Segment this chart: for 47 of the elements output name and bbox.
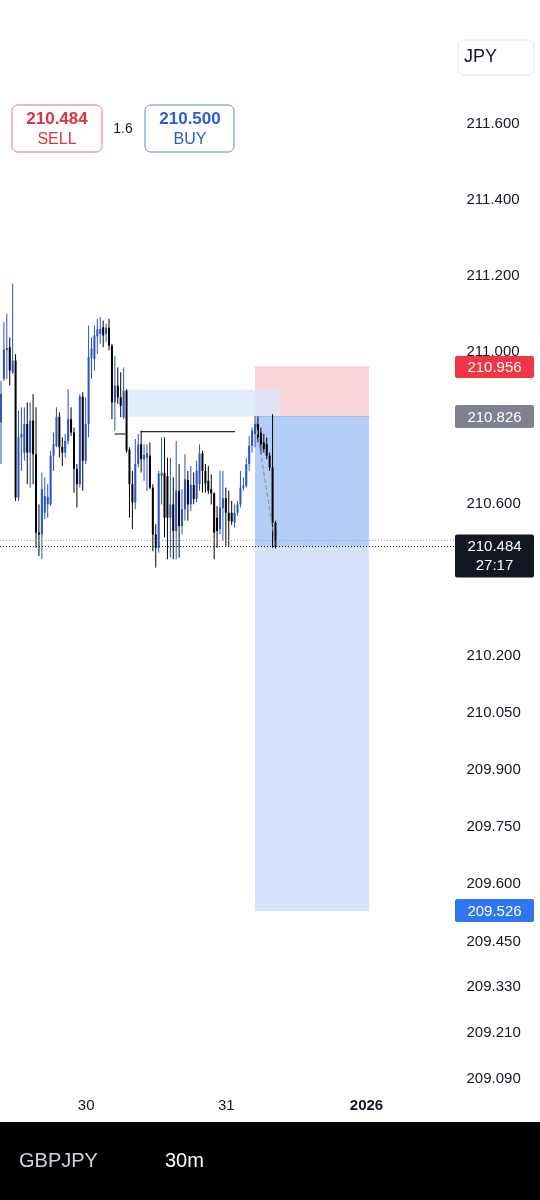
ref-line-label: 210.484 27:17 — [467, 536, 522, 573]
annotation: SELL — [37, 130, 77, 147]
annotation: 1.6 — [113, 120, 133, 136]
candlestick — [0, 380, 2, 465]
text: 30m — [165, 1149, 204, 1171]
candlestick — [201, 450, 204, 494]
y-tick-label: 211.400 — [466, 189, 520, 207]
y-tick-label: 209.090 — [466, 1068, 521, 1086]
x-tick-label: 30 — [77, 1095, 95, 1113]
annotation: 210.484 — [26, 109, 89, 128]
x-tick-label: 31 — [217, 1095, 235, 1113]
y-tick-label: 209.750 — [466, 817, 521, 835]
y-tick-label: 209.210 — [466, 1022, 521, 1040]
candlestick — [230, 500, 233, 526]
candlestick — [11, 283, 14, 375]
y-tick-label: 209.900 — [466, 760, 521, 778]
candlestick — [119, 371, 122, 418]
candlestick — [221, 470, 224, 542]
y-tick-label: 211.600 — [466, 113, 520, 131]
y-tick-label: 210.050 — [466, 703, 521, 721]
y-tick-label: 209.450 — [466, 931, 521, 949]
annotation: BUY — [173, 130, 207, 147]
x-tick-label: 2026 — [349, 1095, 384, 1113]
candlestick — [105, 323, 108, 343]
text: GBPJPY — [19, 1149, 98, 1171]
candlestick — [233, 503, 236, 529]
text: 209.526 — [467, 901, 522, 919]
candlestick — [99, 316, 102, 345]
y-tick-label: 211.000 — [466, 341, 520, 359]
text: 210.956 — [467, 358, 522, 375]
candlestick — [227, 490, 230, 547]
y-tick-label: 209.330 — [466, 977, 521, 995]
annotation: 210.500 — [159, 109, 221, 128]
y-tick-label: 210.200 — [466, 646, 521, 664]
text: JPY — [464, 46, 498, 66]
candlestick — [189, 465, 192, 512]
candlestick — [192, 471, 195, 505]
text: 210.826 — [467, 407, 522, 425]
y-tick-label: 210.600 — [466, 493, 521, 511]
candlestick — [259, 427, 262, 455]
candlestick — [8, 336, 11, 387]
candlestick — [224, 487, 227, 547]
y-tick-label: 209.600 — [466, 874, 521, 892]
candlestick — [113, 355, 116, 432]
candlestick — [207, 465, 210, 495]
candlestick — [102, 320, 105, 348]
y-tick-label: 211.200 — [466, 265, 520, 283]
